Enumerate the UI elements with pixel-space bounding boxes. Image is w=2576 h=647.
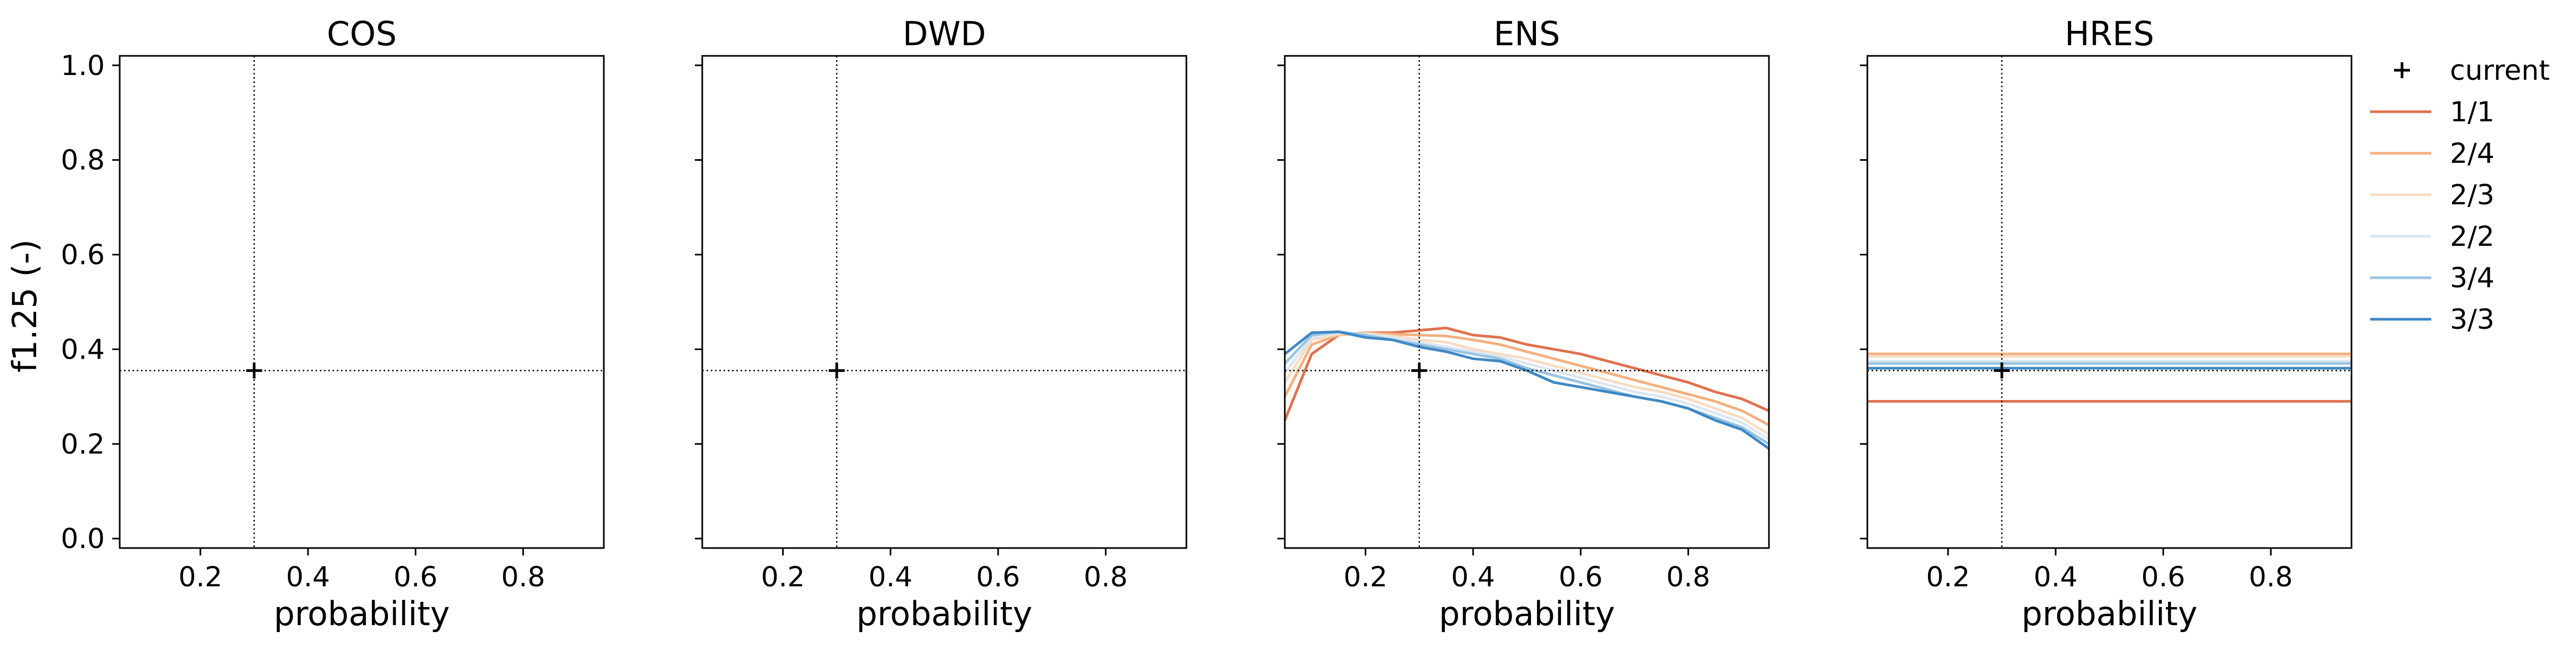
legend-label: current	[2450, 55, 2550, 87]
x-axis-label: probability	[1439, 594, 1615, 633]
x-tick-label: 0.8	[2249, 561, 2293, 593]
axes-frame	[119, 55, 605, 549]
legend-label: 1/1	[2450, 96, 2495, 128]
y-tick-label: 0.4	[61, 334, 105, 366]
x-tick-label: 0.2	[178, 561, 222, 593]
legend-item-3-4: 3/4	[2370, 262, 2495, 294]
x-tick-label: 0.4	[1451, 561, 1495, 593]
panel-hres: HRES 0.2 0.4 0.6 0.8 probability	[1860, 14, 2353, 633]
y-tick-label: 0.2	[61, 428, 105, 460]
x-axis-label: probability	[857, 594, 1033, 633]
x-tick-label: 0.2	[761, 561, 805, 593]
current-marker	[246, 362, 262, 379]
panel-title: ENS	[1494, 14, 1560, 53]
y-tick-label: 0.6	[61, 239, 105, 271]
x-tick-label: 0.6	[1559, 561, 1603, 593]
panel-title: COS	[327, 14, 396, 53]
panels: COS 0.2 0.4 0.6 0.8 probability 0.0 0.2 0.4 0.6 0.…	[61, 14, 2353, 633]
legend-item-1-1: 1/1	[2370, 96, 2495, 128]
y-tick-label: 0.8	[61, 145, 105, 177]
legend: current 1/1 2/4 2/3 2/2 3/4 3/3	[2370, 55, 2550, 336]
x-tick-label: 0.2	[1926, 561, 1970, 593]
legend-label: 3/3	[2450, 304, 2495, 336]
x-tick-label: 0.6	[2141, 561, 2186, 593]
current-marker	[1993, 362, 2010, 379]
x-axis-label: probability	[274, 594, 450, 633]
series-line-3-3	[1284, 330, 1770, 450]
panel-title: HRES	[2065, 14, 2154, 53]
panel-title: DWD	[903, 14, 986, 53]
current-marker	[1411, 362, 1427, 379]
x-tick-label: 0.6	[976, 561, 1020, 593]
legend-item-2-2: 2/2	[2370, 221, 2495, 253]
legend-item-3-3: 3/3	[2370, 304, 2495, 336]
y-tick-label: 0.0	[61, 523, 105, 555]
panel-ens: ENS 0.2 0.4 0.6 0.8 probability	[1277, 14, 1770, 633]
x-tick-label: 0.8	[1084, 561, 1128, 593]
current-marker	[828, 362, 845, 379]
legend-item-2-4: 2/4	[2370, 138, 2495, 170]
legend-label: 2/2	[2450, 221, 2495, 253]
axes-frame	[1284, 55, 1770, 549]
x-tick-label: 0.4	[286, 561, 330, 593]
x-axis-label: probability	[2022, 594, 2198, 633]
series-line-3-4	[1284, 330, 1770, 445]
axes-frame	[1866, 55, 2353, 549]
x-tick-label: 0.8	[501, 561, 545, 593]
x-tick-label: 0.8	[1666, 561, 1710, 593]
panel-dwd: DWD 0.2 0.4 0.6 0.8 probability	[695, 14, 1187, 633]
panel-cos: COS 0.2 0.4 0.6 0.8 probability 0.0 0.2 0.4 0.6 0.…	[61, 14, 605, 633]
x-tick-label: 0.6	[394, 561, 438, 593]
legend-label: 3/4	[2450, 262, 2495, 294]
legend-label: 2/4	[2450, 138, 2495, 170]
legend-item-current: current	[2394, 55, 2550, 87]
legend-label: 2/3	[2450, 179, 2495, 211]
axes-frame	[701, 55, 1187, 549]
x-tick-label: 0.4	[2034, 561, 2078, 593]
legend-item-2-3: 2/3	[2370, 179, 2495, 211]
y-tick-label: 1.0	[61, 50, 105, 82]
figure-ylabel: f1.25 (-)	[5, 239, 44, 372]
x-tick-label: 0.2	[1343, 561, 1387, 593]
x-tick-label: 0.4	[869, 561, 913, 593]
